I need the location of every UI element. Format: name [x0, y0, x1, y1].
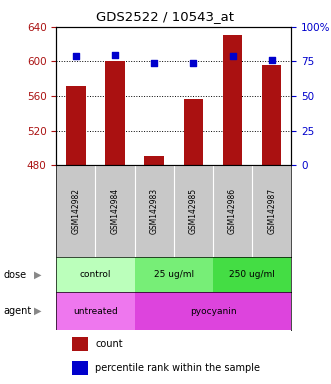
Text: GSM142983: GSM142983: [150, 188, 159, 234]
Text: agent: agent: [3, 306, 31, 316]
Text: ▶: ▶: [34, 270, 42, 280]
Bar: [223, 35, 242, 165]
Point: [152, 60, 157, 66]
Text: ▶: ▶: [34, 306, 42, 316]
Bar: [262, 65, 281, 165]
Text: control: control: [80, 270, 111, 279]
Point: [230, 53, 235, 59]
Bar: [213, 257, 291, 292]
Point: [73, 53, 78, 59]
Text: GSM142985: GSM142985: [189, 188, 198, 234]
Text: 25 ug/ml: 25 ug/ml: [154, 270, 194, 279]
Text: count: count: [95, 339, 123, 349]
Text: dose: dose: [3, 270, 26, 280]
Point: [191, 60, 196, 66]
Text: GSM142982: GSM142982: [71, 188, 80, 234]
Text: 250 ug/ml: 250 ug/ml: [229, 270, 275, 279]
Point: [269, 57, 274, 63]
Bar: [56, 292, 135, 330]
Bar: [66, 86, 86, 165]
Bar: [105, 61, 125, 165]
Point: [113, 51, 118, 58]
Text: GSM142986: GSM142986: [228, 188, 237, 234]
Bar: [135, 292, 291, 330]
Text: GDS2522 / 10543_at: GDS2522 / 10543_at: [97, 10, 234, 23]
Bar: [72, 361, 87, 375]
Bar: [184, 99, 203, 165]
Bar: [135, 257, 213, 292]
Bar: [144, 156, 164, 165]
Bar: [56, 257, 135, 292]
Text: GSM142984: GSM142984: [111, 188, 119, 234]
Text: percentile rank within the sample: percentile rank within the sample: [95, 363, 260, 373]
Text: untreated: untreated: [73, 306, 118, 316]
Text: pyocyanin: pyocyanin: [190, 306, 236, 316]
Bar: [72, 337, 87, 351]
Text: GSM142987: GSM142987: [267, 188, 276, 234]
